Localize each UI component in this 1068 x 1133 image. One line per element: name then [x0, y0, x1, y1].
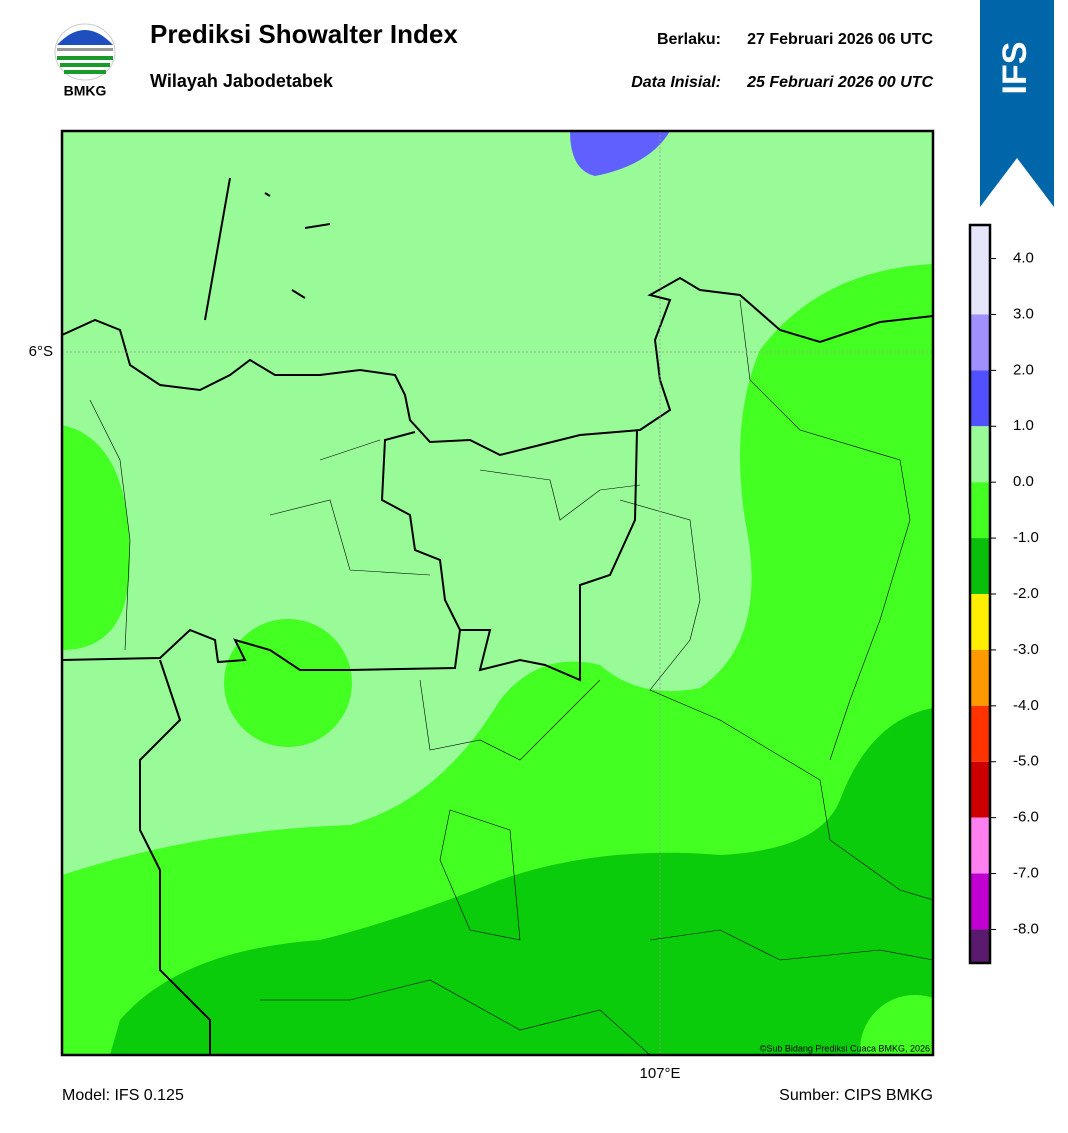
colorbar-segment [970, 538, 990, 594]
colorbar-segment [970, 225, 990, 315]
colorbar-segment [970, 594, 990, 650]
valid-label: Berlaku: [657, 31, 721, 48]
credit: ©Sub Bidang Prediksi Cuaca BMKG, 2026 [760, 1043, 930, 1053]
colorbar-tick-label: -6.0 [1013, 809, 1039, 826]
title: Prediksi Showalter Index [150, 19, 458, 49]
colorbar-segment [970, 426, 990, 483]
subtitle: Wilayah Jabodetabek [150, 71, 334, 91]
colorbar-segment [970, 314, 990, 371]
colorbar-tick-label: -7.0 [1013, 865, 1039, 882]
model: Model: IFS 0.125 [62, 1087, 184, 1104]
colorbar-segment [970, 817, 990, 874]
map-frame [60, 129, 935, 1057]
valid-time: 27 Februari 2026 06 UTC [747, 31, 933, 48]
colorbar-tick-label: 2.0 [1013, 361, 1034, 378]
init-label: Data Inisial: [631, 74, 721, 91]
colorbar-tick-label: 0.0 [1013, 473, 1034, 490]
lat-label: 6°S [29, 343, 53, 360]
colorbar-tick-label: -2.0 [1013, 585, 1039, 602]
map: ©Sub Bidang Prediksi Cuaca BMKG, 2026 [62, 131, 933, 1055]
colorbar-tick-label: 1.0 [1013, 417, 1034, 434]
colorbar-tick-label: -5.0 [1013, 753, 1039, 770]
colorbar-segment [970, 705, 990, 762]
colorbar-tick-label: 3.0 [1013, 305, 1034, 322]
source: Sumber: CIPS BMKG [779, 1087, 933, 1104]
badge-text: IFS [996, 42, 1034, 95]
colorbar: 4.0 3.0 2.0 1.0 0.0 -1.0 -2.0 -3.0 -4.0 -5.0 -6.0 -… [968, 223, 1039, 965]
colorbar-segment [970, 370, 990, 427]
colorbar-segment [970, 761, 990, 818]
badge [980, 0, 1054, 207]
colorbar-segment [970, 649, 990, 706]
colorbar-segment [970, 929, 990, 963]
colorbar-tick-label: -3.0 [1013, 641, 1039, 658]
lon-label: 107°E [639, 1065, 680, 1082]
logo-text: BMKG [64, 83, 107, 99]
colorbar-tick-label: -1.0 [1013, 529, 1039, 546]
colorbar-segment [970, 482, 990, 539]
colorbar-tick-label: -4.0 [1013, 697, 1039, 714]
colorbar-tick-label: 4.0 [1013, 250, 1034, 267]
colorbar-segment [970, 873, 990, 930]
colorbar-tick-label: -8.0 [1013, 920, 1039, 937]
logo: BMKG [54, 23, 116, 99]
init-time: 25 Februari 2026 00 UTC [746, 74, 933, 91]
